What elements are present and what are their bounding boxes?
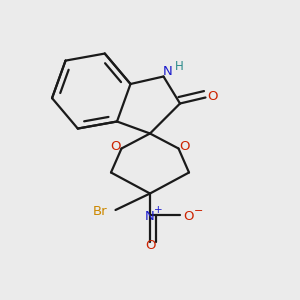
- Text: N: N: [163, 65, 173, 78]
- Text: Br: Br: [93, 205, 107, 218]
- Text: H: H: [174, 59, 183, 73]
- Text: −: −: [194, 206, 204, 216]
- Text: +: +: [154, 205, 162, 215]
- Text: O: O: [145, 238, 155, 252]
- Text: O: O: [179, 140, 190, 154]
- Text: N: N: [145, 210, 155, 223]
- Text: O: O: [184, 210, 194, 223]
- Text: O: O: [208, 90, 218, 103]
- Text: O: O: [110, 140, 121, 154]
